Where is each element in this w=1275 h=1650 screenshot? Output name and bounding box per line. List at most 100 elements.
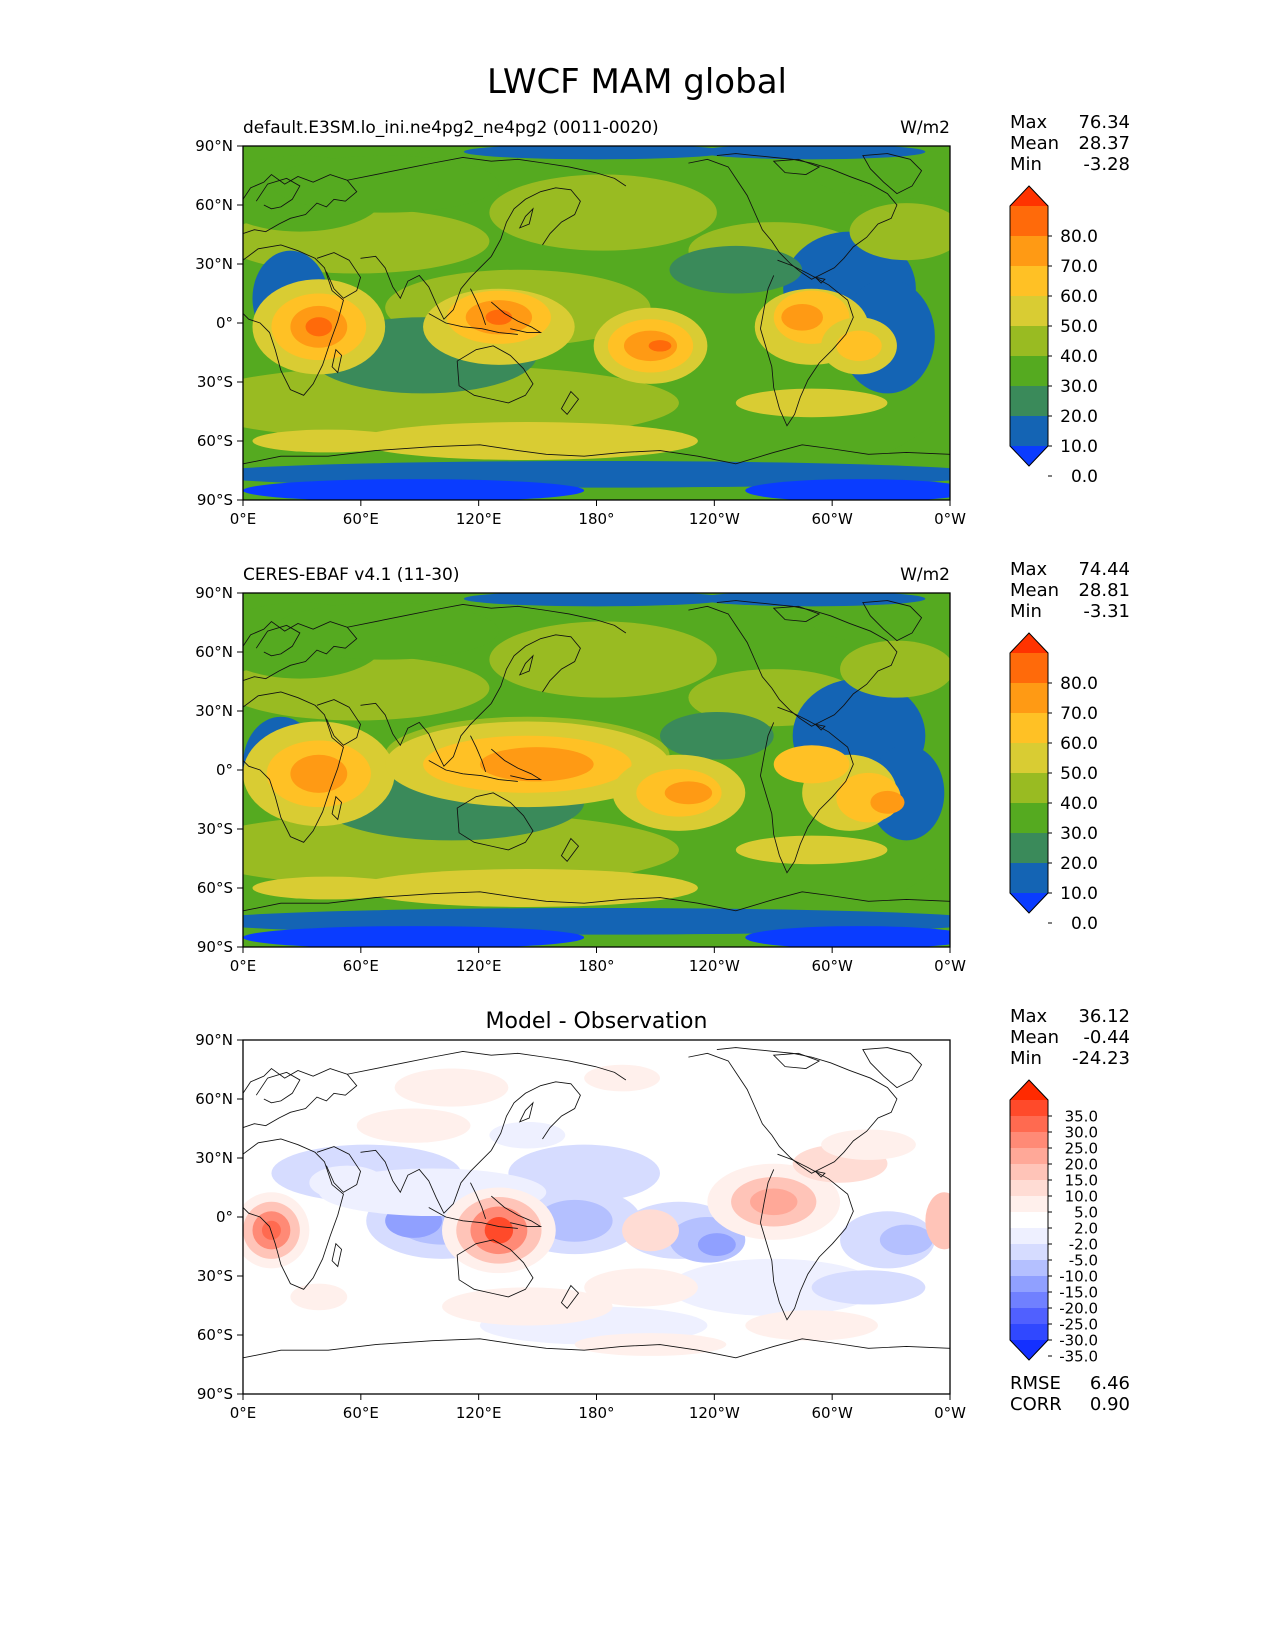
colorbar-segment: [1010, 236, 1048, 267]
contour-region: [773, 745, 850, 784]
contour-region: [622, 1209, 679, 1252]
y-tick-label: 90°S: [197, 1385, 233, 1403]
contour-region: [252, 429, 405, 453]
colorbar-segment: [1010, 1132, 1048, 1149]
corr-value: 0.90: [1090, 1394, 1130, 1415]
colorbar-segment: [1010, 1260, 1048, 1277]
contour-region: [243, 811, 679, 888]
colorbar-label: 80.0: [1060, 227, 1098, 247]
colorbar-label: 80.0: [1060, 674, 1098, 694]
y-tick-label: 0°: [216, 1208, 233, 1226]
contour-region: [745, 1310, 878, 1341]
colorbar-segment: [1010, 416, 1048, 447]
contour-region: [925, 1192, 951, 1250]
colorbar-segment: [1010, 1292, 1048, 1309]
stat-value-max: 76.34: [1078, 112, 1130, 133]
x-tick-label: 60°E: [343, 1404, 379, 1422]
contour-region: [745, 926, 951, 948]
colorbar-segment: [1010, 743, 1048, 774]
contour-region: [648, 340, 672, 352]
colorbar-segment: [1010, 1244, 1048, 1261]
panel-left-title: CERES-EBAF v4.1 (11-30): [243, 565, 459, 585]
contour-region: [735, 388, 888, 418]
contour-region: [849, 203, 951, 261]
x-tick-label: 120°W: [689, 1404, 740, 1422]
contour-region: [669, 1258, 878, 1316]
contour-region: [484, 1217, 514, 1244]
colorbar-label: -30.0: [1059, 1331, 1098, 1349]
colorbar-label: 60.0: [1060, 287, 1098, 307]
colorbar-segment: [1010, 1308, 1048, 1325]
colorbar-segment: [1010, 683, 1048, 714]
contour-region: [356, 868, 698, 908]
colorbar-extend-max: [1010, 186, 1048, 206]
stat-value-min: -24.23: [1072, 1048, 1130, 1069]
contour-region: [697, 146, 926, 160]
colorbar-extend-min: [1010, 893, 1048, 913]
colorbar-label: 0.0: [1071, 914, 1098, 934]
colorbar-segment: [1010, 1212, 1048, 1229]
colorbar-label: -35.0: [1059, 1347, 1098, 1365]
corr-label: CORR: [1010, 1394, 1062, 1415]
colorbar-label: 15.0: [1065, 1171, 1098, 1189]
y-tick-label: 60°S: [197, 879, 233, 897]
stat-label-mean: Mean: [1010, 580, 1059, 601]
contour-region: [697, 1233, 736, 1257]
contour-region: [508, 1144, 660, 1202]
colorbar-label: 70.0: [1060, 257, 1098, 277]
x-tick-label: 60°E: [343, 510, 379, 528]
x-tick-label: 0°W: [934, 957, 966, 975]
colorbar-segment: [1010, 266, 1048, 297]
contour-region: [485, 309, 513, 325]
x-tick-label: 60°W: [811, 957, 853, 975]
x-tick-label: 60°E: [343, 957, 379, 975]
contour-region: [489, 174, 717, 251]
contour-region: [261, 1220, 281, 1240]
colorbar-label: -20.0: [1059, 1299, 1098, 1317]
colorbar-label: -15.0: [1059, 1283, 1098, 1301]
colorbar-extend-max: [1010, 1080, 1048, 1100]
colorbar-label: 40.0: [1060, 347, 1098, 367]
contour-region: [697, 593, 926, 607]
colorbar-label: 20.0: [1060, 854, 1098, 874]
colorbar-label: 50.0: [1060, 764, 1098, 784]
map-panel: Model - Observation 0°E 60°E 120°E 180° 120°W…: [195, 1006, 1130, 1422]
colorbar-segment: [1010, 863, 1048, 894]
contour-region: [271, 602, 499, 660]
y-tick-label: 30°N: [195, 255, 233, 273]
colorbar-segment: [1010, 833, 1048, 864]
diff-metrics: RMSE 6.46 CORR 0.90: [1010, 1373, 1130, 1415]
colorbar-extend-min: [1010, 446, 1048, 466]
colorbar-label: 30.0: [1060, 824, 1098, 844]
x-tick-label: 0°W: [934, 1404, 966, 1422]
x-tick-label: 120°E: [456, 1404, 502, 1422]
contour-region: [745, 479, 951, 501]
contour-region: [252, 876, 405, 900]
y-tick-label: 90°N: [195, 137, 233, 155]
colorbar-segment: [1010, 296, 1048, 327]
stat-value-mean: 28.81: [1078, 580, 1130, 601]
colorbar-label: 30.0: [1065, 1123, 1098, 1141]
x-tick-label: 0°W: [934, 510, 966, 528]
contour-region: [811, 597, 951, 646]
x-tick-label: 0°E: [230, 510, 257, 528]
colorbar-label: 40.0: [1060, 794, 1098, 814]
x-tick-label: 0°E: [230, 1404, 257, 1422]
colorbar: 35.030.025.020.015.010.05.02.0-2.0-5.0-1…: [1009, 1079, 1098, 1365]
colorbar-label: -10.0: [1059, 1267, 1098, 1285]
colorbar-segment: [1010, 1148, 1048, 1165]
stat-label-min: Min: [1010, 1048, 1042, 1069]
contour-map: [243, 593, 951, 948]
contour-region: [574, 1333, 727, 1356]
x-tick-label: 120°W: [689, 957, 740, 975]
x-tick-label: 180°: [578, 957, 614, 975]
y-tick-label: 90°S: [197, 491, 233, 509]
map-panel: CERES-EBAF v4.1 (11-30) W/m2 0°E 60°E 120°E 1…: [195, 559, 1130, 975]
colorbar-label: 25.0: [1065, 1139, 1098, 1157]
colorbar-label: 70.0: [1060, 704, 1098, 724]
colorbar-label: 30.0: [1060, 377, 1098, 397]
contour-region: [243, 479, 585, 501]
y-tick-label: 30°S: [197, 1267, 233, 1285]
contour-region: [394, 1068, 509, 1107]
contour-region: [489, 1121, 566, 1149]
